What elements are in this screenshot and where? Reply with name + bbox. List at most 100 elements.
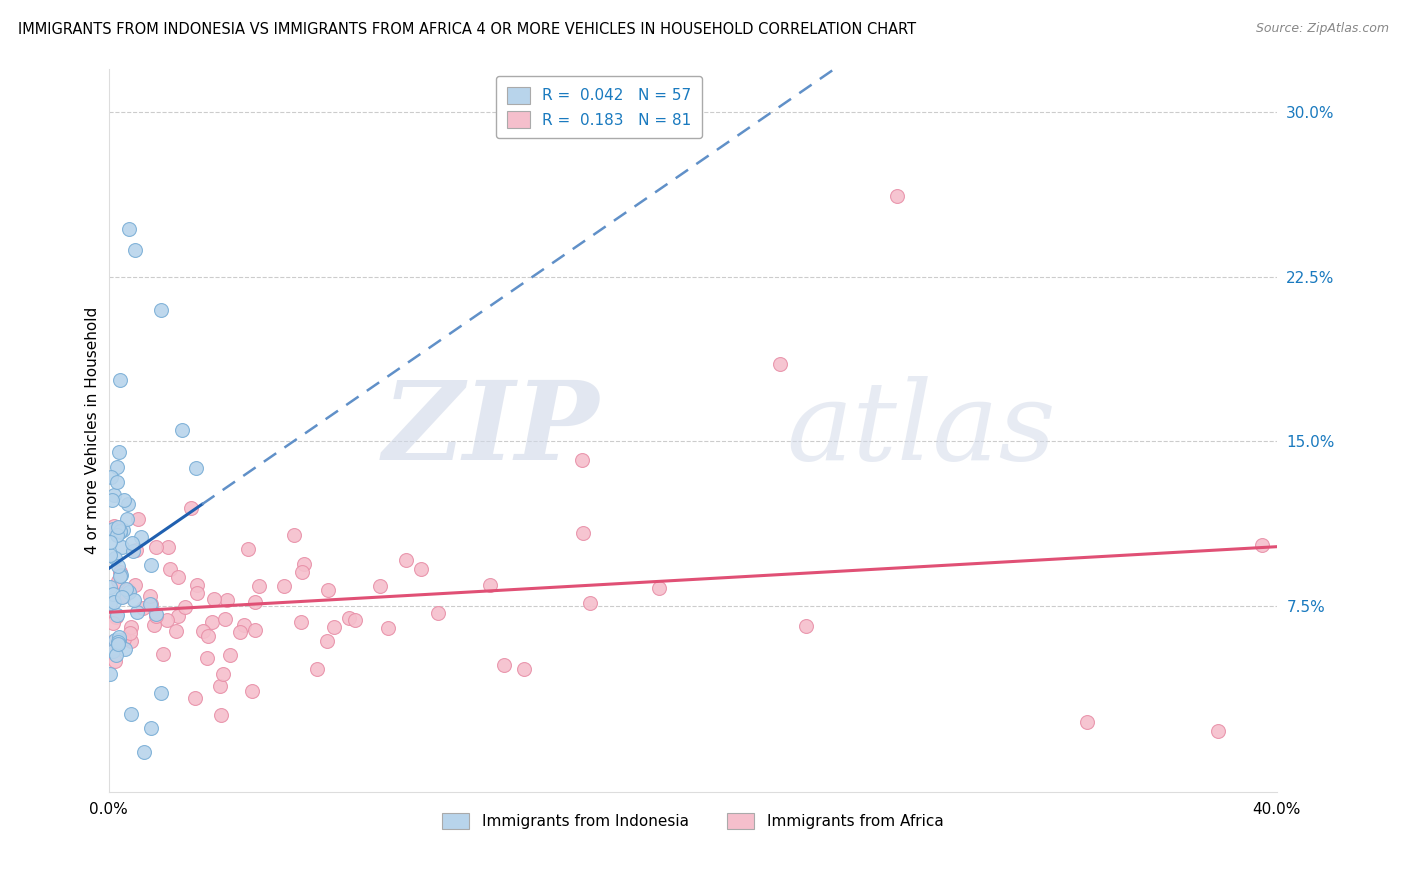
Point (427, 606, 450, 620)
Point (145, 608, 167, 623)
Point (139, 597, 162, 611)
Point (104, 551, 127, 566)
Point (290, 615, 312, 629)
Point (100, 634, 122, 648)
Point (103, 519, 125, 533)
Point (120, 633, 142, 648)
Point (794, 619, 817, 633)
Text: ZIP: ZIP (382, 376, 599, 484)
Point (132, 601, 155, 615)
Point (478, 578, 501, 592)
Point (101, 587, 124, 601)
Point (105, 608, 128, 623)
Point (214, 612, 236, 626)
Point (121, 536, 143, 550)
Point (344, 613, 367, 627)
Point (209, 708, 232, 723)
Point (124, 577, 146, 591)
Point (183, 691, 205, 706)
Point (409, 562, 432, 576)
Point (166, 609, 188, 624)
Point (283, 528, 305, 542)
Point (101, 493, 124, 508)
Point (105, 460, 128, 475)
Point (118, 221, 141, 235)
Point (769, 358, 792, 372)
Point (139, 558, 162, 572)
Point (316, 582, 339, 597)
Point (98, 596, 121, 610)
Point (110, 373, 132, 387)
Point (108, 569, 131, 583)
Point (111, 523, 134, 537)
Legend: Immigrants from Indonesia, Immigrants from Africa: Immigrants from Indonesia, Immigrants fr… (436, 806, 949, 835)
Point (117, 512, 139, 526)
Point (273, 579, 295, 593)
Point (395, 553, 418, 567)
Point (292, 557, 315, 571)
Point (229, 625, 252, 640)
Point (186, 586, 208, 600)
Text: atlas: atlas (786, 376, 1056, 484)
Point (886, 188, 908, 202)
Point (120, 626, 142, 640)
Point (1251, 538, 1274, 552)
Point (150, 686, 173, 700)
Point (240, 683, 263, 698)
Point (98, 666, 121, 681)
Point (247, 579, 270, 593)
Y-axis label: 4 or more Vehicles in Household: 4 or more Vehicles in Household (86, 307, 100, 554)
Point (579, 596, 602, 610)
Point (243, 624, 266, 638)
Point (127, 512, 149, 526)
Point (120, 620, 142, 634)
Point (150, 302, 173, 317)
Point (211, 667, 233, 681)
Point (170, 423, 193, 437)
Point (139, 589, 162, 603)
Point (648, 581, 671, 595)
Point (107, 637, 129, 651)
Point (110, 591, 132, 605)
Point (100, 470, 122, 484)
Point (202, 592, 225, 607)
Point (127, 605, 149, 619)
Point (1206, 723, 1229, 738)
Point (108, 565, 131, 579)
Point (103, 632, 125, 647)
Point (107, 574, 129, 589)
Point (105, 475, 128, 489)
Point (98, 548, 121, 562)
Point (105, 610, 128, 624)
Point (139, 721, 162, 735)
Point (122, 543, 145, 558)
Point (103, 488, 125, 502)
Point (337, 611, 360, 625)
Point (117, 583, 139, 598)
Text: IMMIGRANTS FROM INDONESIA VS IMMIGRANTS FROM AFRICA 4 OR MORE VEHICLES IN HOUSEH: IMMIGRANTS FROM INDONESIA VS IMMIGRANTS … (18, 22, 917, 37)
Point (98, 580, 121, 594)
Point (152, 647, 174, 661)
Point (103, 595, 125, 609)
Point (101, 643, 124, 657)
Point (571, 453, 593, 467)
Point (108, 631, 131, 645)
Point (186, 460, 208, 475)
Point (217, 593, 239, 607)
Point (316, 634, 339, 648)
Point (117, 497, 139, 511)
Point (167, 570, 190, 584)
Point (1076, 714, 1098, 729)
Point (236, 542, 259, 557)
Point (159, 562, 181, 576)
Point (98, 535, 121, 549)
Point (245, 595, 267, 609)
Point (165, 624, 187, 638)
Text: Source: ZipAtlas.com: Source: ZipAtlas.com (1256, 22, 1389, 36)
Point (112, 632, 135, 646)
Point (112, 493, 135, 508)
Point (129, 530, 152, 544)
Point (107, 635, 129, 649)
Point (186, 578, 208, 592)
Point (191, 624, 214, 639)
